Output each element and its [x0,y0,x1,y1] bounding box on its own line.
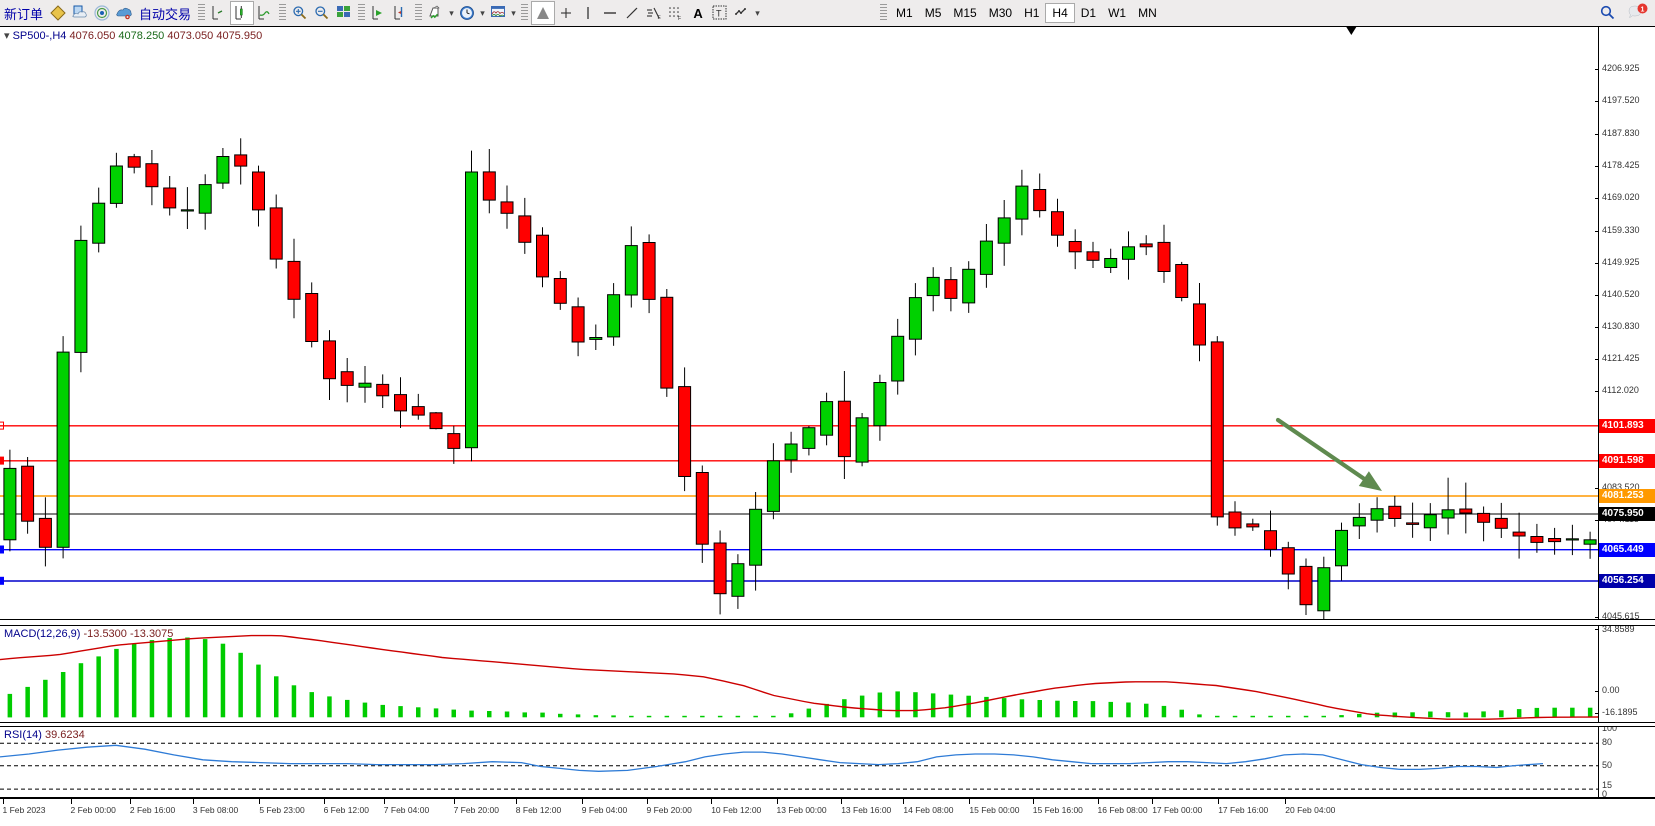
svg-text:F: F [678,16,681,22]
svg-text:E: E [658,15,662,21]
svg-text:1: 1 [1641,6,1645,13]
svg-text:T: T [716,9,722,19]
